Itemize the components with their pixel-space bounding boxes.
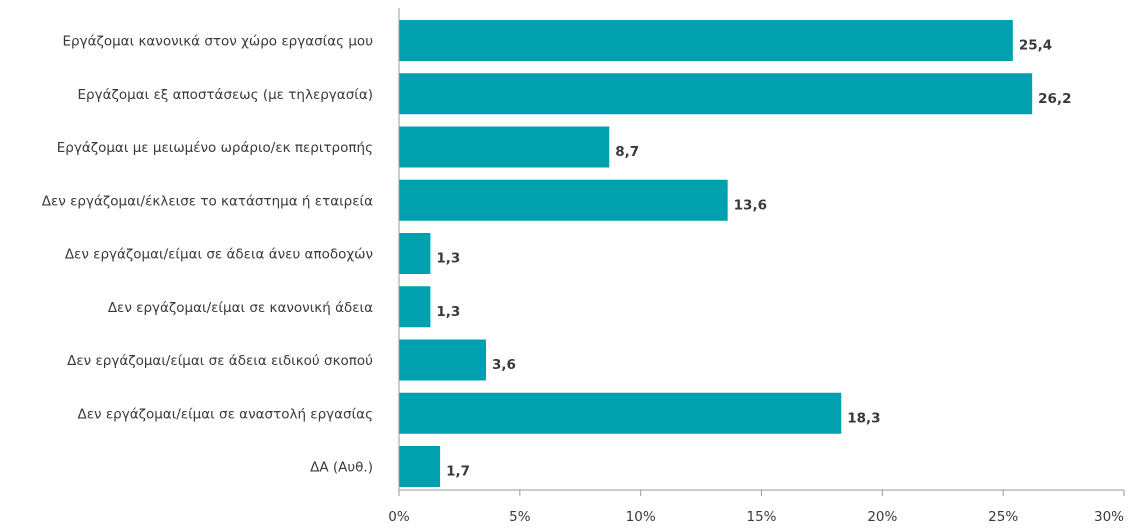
category-label: Εργάζομαι εξ αποστάσεως (με τηλεργασία) [78,87,373,103]
x-tick-label: 0% [388,509,410,525]
x-tick-label: 10% [626,509,656,525]
data-label: 3,6 [492,357,516,373]
x-tick-label: 15% [746,509,776,525]
category-label: Δεν εργάζομαι/είμαι σε κανονική άδεια [108,300,373,316]
category-label: Δεν εργάζομαι/είμαι σε άδεια άνευ αποδοχ… [65,247,373,263]
category-label: Δεν εργάζομαι/έκλεισε το κατάστημα ή ετα… [42,193,373,209]
category-label: Δεν εργάζομαι/είμαι σε αναστολή εργασίας [77,406,373,422]
x-tick-label: 5% [509,509,531,525]
x-tick-label: 20% [867,509,897,525]
category-label: Εργάζομαι κανονικά στον χώρο εργασίας μο… [63,34,374,50]
bar [399,446,441,487]
data-label: 25,4 [1019,38,1052,54]
bar [399,126,610,168]
data-label: 18,3 [847,410,880,426]
bar [399,20,1013,61]
x-tick-label: 25% [988,509,1018,525]
data-label: 1,3 [436,304,460,320]
bar [399,233,431,274]
category-label: Εργάζομαι με μειωμένο ωράριο/εκ περιτροπ… [57,140,373,156]
x-tick-label: 30% [1094,509,1124,525]
bar [399,286,431,328]
data-label: 1,7 [446,464,470,480]
data-label: 13,6 [734,197,767,213]
bar [399,392,842,434]
data-label: 8,7 [615,144,639,160]
bar [399,339,486,381]
category-label: Δεν εργάζομαι/είμαι σε άδεια ειδικού σκο… [67,353,373,369]
data-label: 26,2 [1038,91,1071,107]
bar [399,73,1033,115]
data-label: 1,3 [436,251,460,267]
bar [399,179,728,221]
category-label: ΔΑ (Αυθ.) [310,460,373,476]
